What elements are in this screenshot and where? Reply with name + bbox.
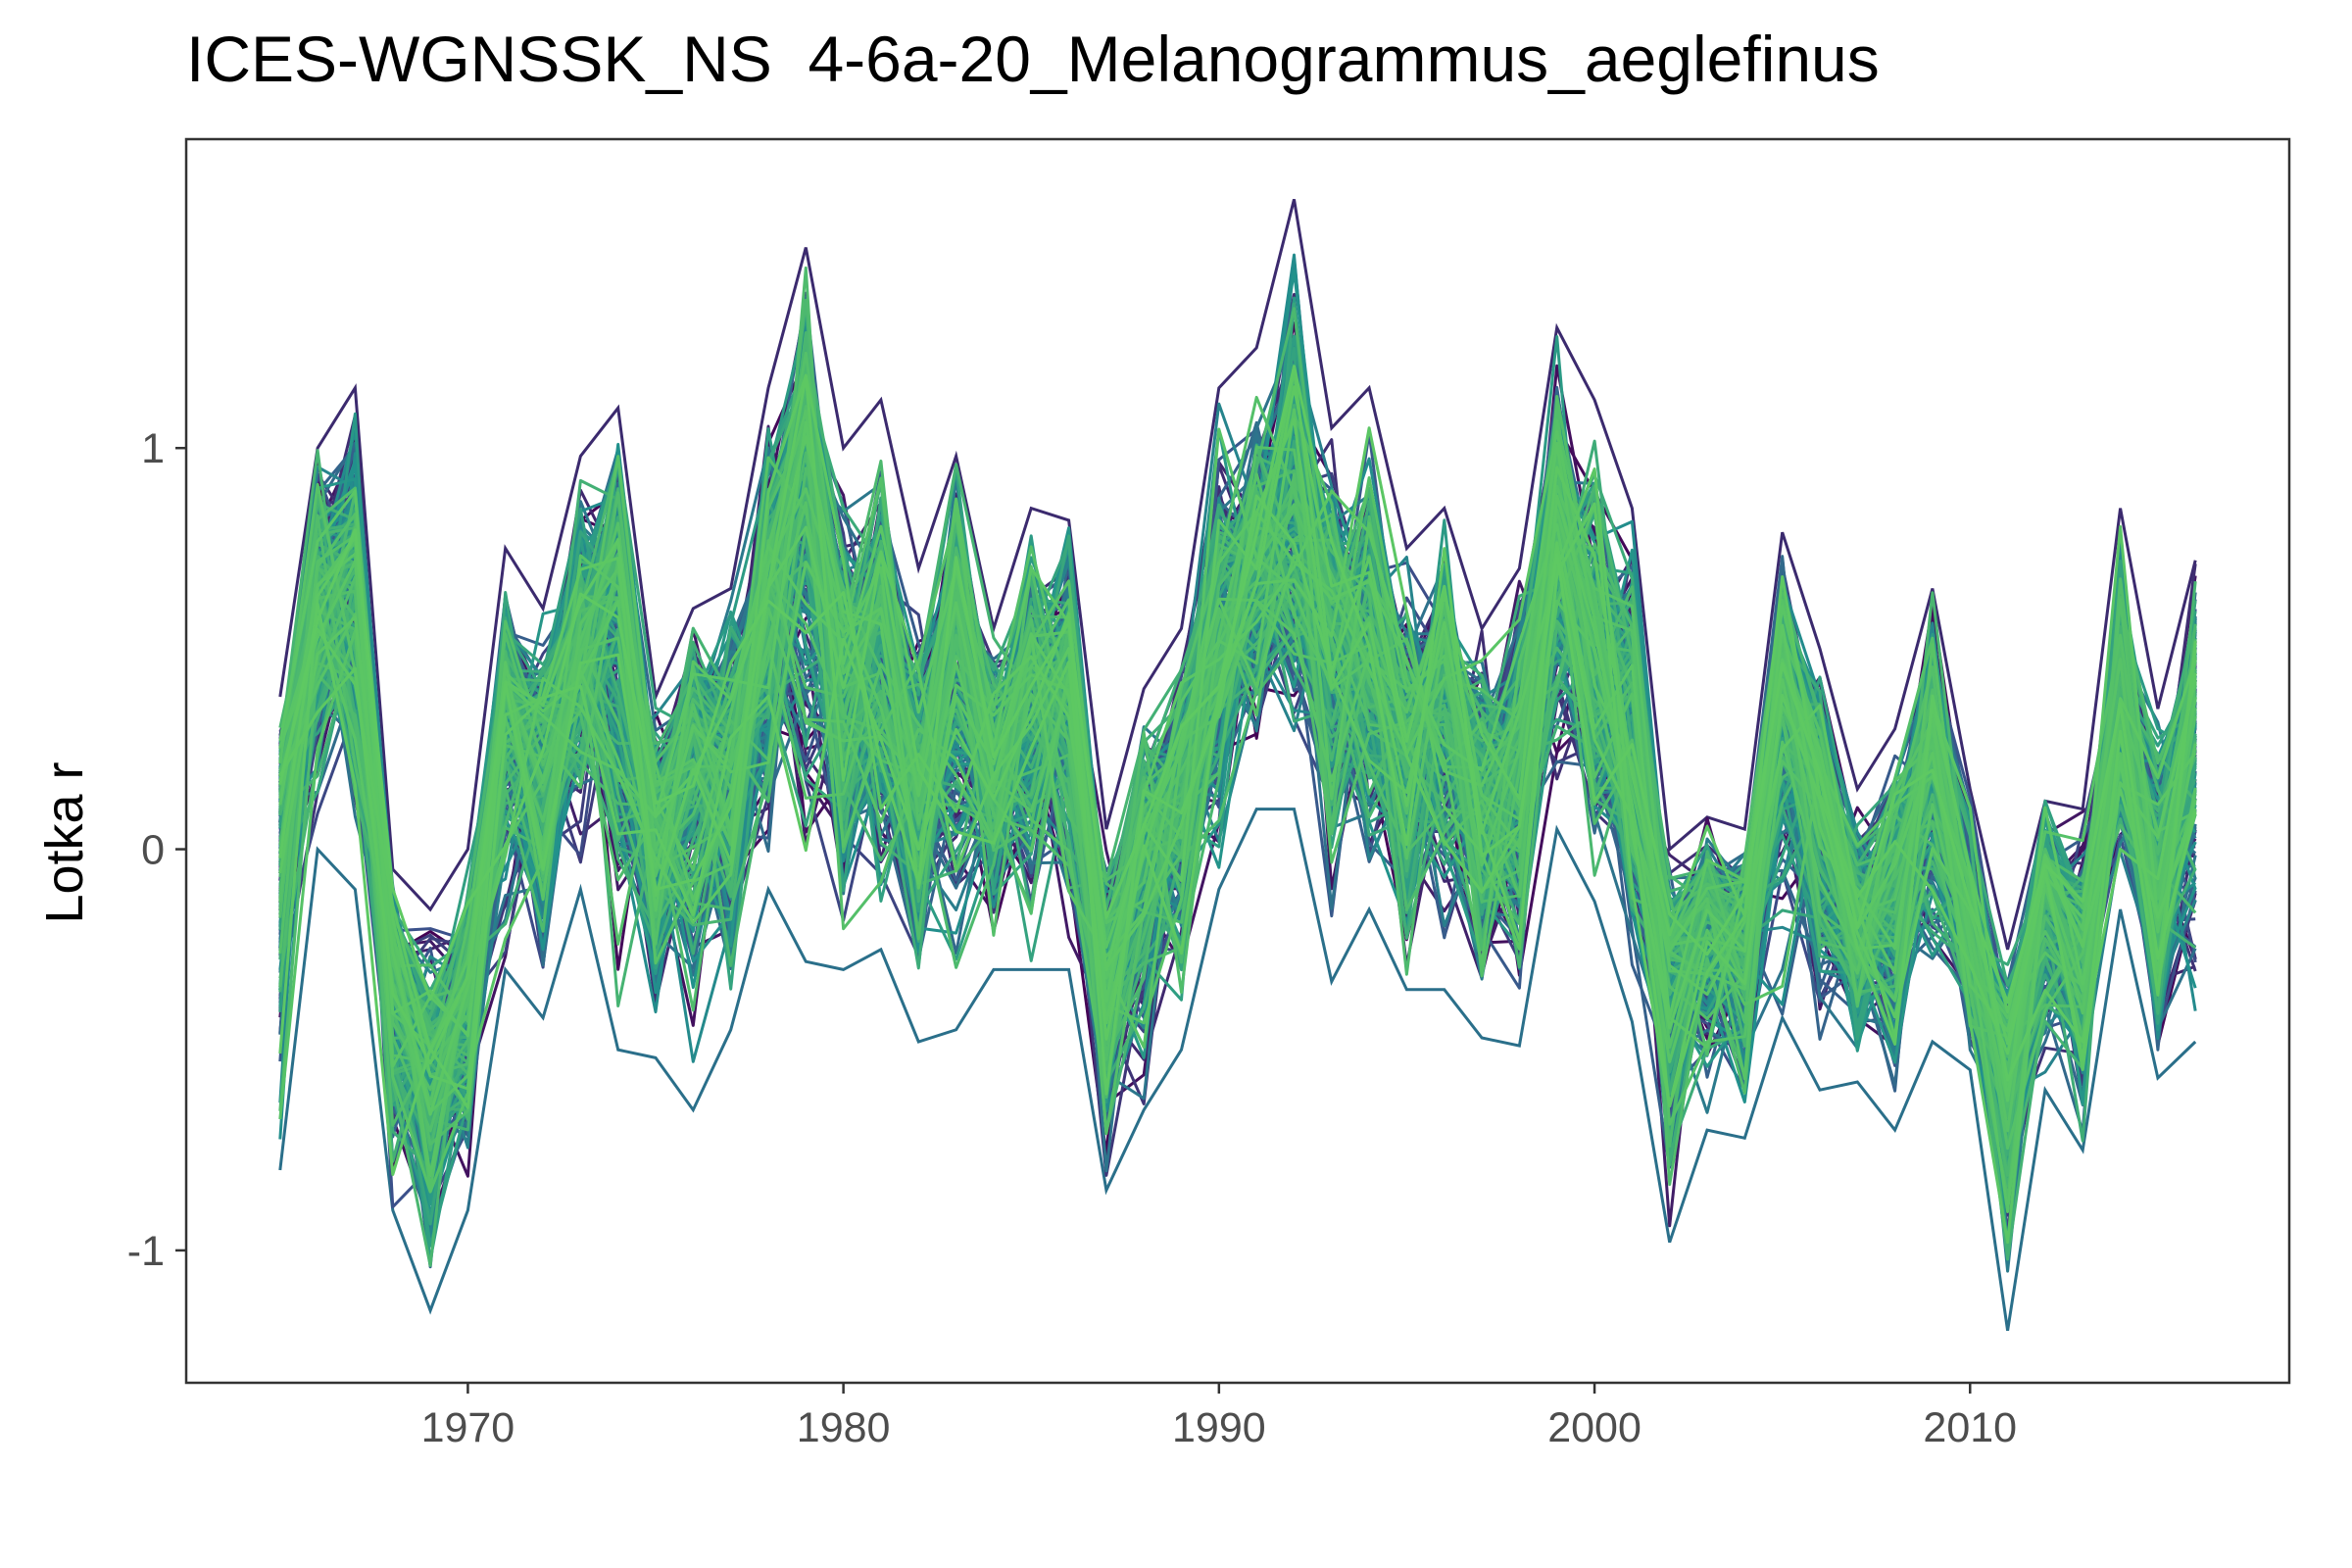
series-line: [278, 472, 2197, 1194]
x-tick-label: 2010: [1923, 1404, 2017, 1451]
series-line: [278, 365, 2197, 1004]
series-line: [278, 429, 2197, 1094]
x-tick-label: 1970: [421, 1404, 515, 1451]
y-axis: -1 0 1: [127, 425, 186, 1275]
upper-envelope-line: [278, 199, 2197, 951]
y-tick-label: -1: [127, 1228, 165, 1275]
panel-border: [184, 137, 2291, 1385]
x-axis: 1970 1980 1990 2000 2010: [421, 1383, 2017, 1451]
x-tick-label: 2000: [1547, 1404, 1642, 1451]
lower-envelope-line: [278, 808, 2197, 1332]
series-line: [278, 457, 2197, 1133]
x-tick-label: 1980: [797, 1404, 891, 1451]
chart-title: ICES-WGNSSK_NS 4-6a-20_Melanogrammus_aeg…: [186, 23, 1880, 95]
series-line: [278, 374, 2197, 1108]
y-tick-label: 1: [141, 425, 165, 472]
x-tick-label: 1990: [1172, 1404, 1266, 1451]
series-line: [278, 351, 2197, 1064]
series-layer: [278, 199, 2197, 1332]
y-tick-label: 0: [141, 827, 165, 874]
